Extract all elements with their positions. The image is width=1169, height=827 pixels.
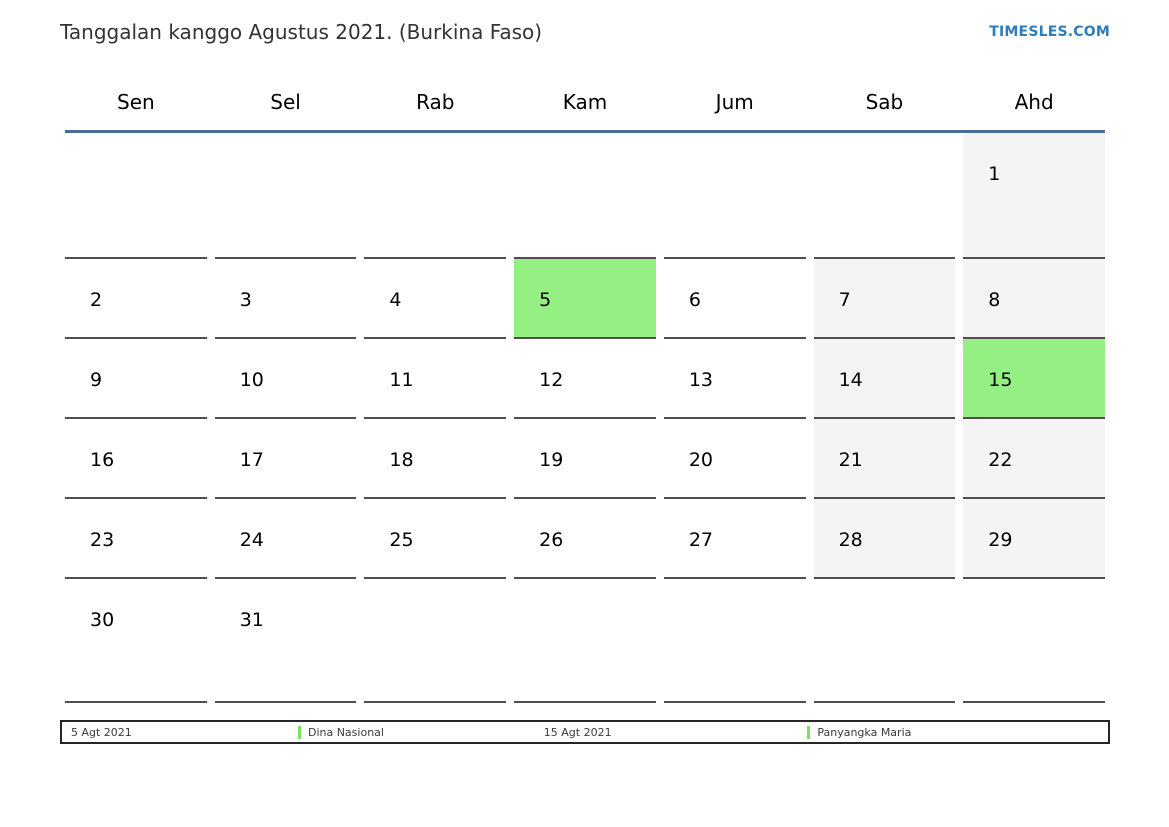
legend-bar-box: 5 Agt 2021 Dina Nasional 15 Agt 2021 Pan… (60, 720, 1110, 744)
calendar-week-row: 23 24 25 26 27 28 29 (65, 499, 1105, 579)
day-cell-15: 15 (963, 339, 1105, 419)
day-cell-19: 19 (514, 419, 656, 499)
empty-cell (963, 579, 1105, 703)
day-cell-23: 23 (65, 499, 207, 579)
empty-cell (364, 133, 507, 259)
calendar-week-row: 30 31 (65, 579, 1105, 703)
day-cell-7: 7 (813, 259, 956, 339)
holiday-marker-icon (807, 725, 811, 739)
day-cell-11: 11 (364, 339, 507, 419)
day-cell-8: 8 (963, 259, 1105, 339)
empty-cell (813, 133, 956, 259)
legend-date-1: 5 Agt 2021 (62, 726, 289, 739)
weekday-label-ahd: Ahd (1014, 90, 1054, 114)
day-cell-5: 5 (514, 259, 656, 339)
calendar: Sen Sel Rab Kam Jum Sab Ahd 1 2 3 4 5 6 7 8 9 10 1… (65, 44, 1105, 703)
weekday-label-rab: Rab (416, 90, 455, 114)
day-cell-27: 27 (663, 499, 806, 579)
calendar-week-row: 1 (65, 133, 1105, 259)
weekday-label-sab: Sab (865, 90, 904, 114)
day-cell-18: 18 (364, 419, 507, 499)
day-cell-13: 13 (663, 339, 806, 419)
weekday-label-sel: Sel (270, 90, 301, 114)
day-cell-14: 14 (813, 339, 956, 419)
legend-date-2: 15 Agt 2021 (535, 726, 799, 739)
day-cell-25: 25 (364, 499, 507, 579)
empty-cell (663, 133, 806, 259)
timesles-site-link[interactable]: TIMESLES.COM (989, 24, 1110, 40)
day-cell-30: 30 (65, 579, 207, 703)
day-cell-6: 6 (663, 259, 806, 339)
legend-date-text: 15 Agt 2021 (543, 725, 612, 739)
day-cell-2: 2 (65, 259, 207, 339)
calendar-week-row: 16 17 18 19 20 21 22 (65, 419, 1105, 499)
empty-cell (514, 579, 656, 703)
day-cell-12: 12 (514, 339, 656, 419)
legend-holiday-2: Panyangka Maria (798, 725, 1108, 739)
legend-holiday-1: Dina Nasional (289, 725, 535, 739)
empty-cell (514, 133, 656, 259)
day-cell-16: 16 (65, 419, 207, 499)
holiday-marker-icon (297, 725, 301, 739)
day-cell-28: 28 (813, 499, 956, 579)
day-cell-9: 9 (65, 339, 207, 419)
calendar-week-row: 9 10 11 12 13 14 15 (65, 339, 1105, 419)
empty-cell (65, 133, 207, 259)
weekday-label-sen: Sen (117, 90, 155, 114)
empty-cell (214, 133, 357, 259)
empty-cell (663, 579, 806, 703)
day-cell-20: 20 (663, 419, 806, 499)
day-cell-1: 1 (963, 133, 1105, 259)
day-cell-21: 21 (813, 419, 956, 499)
day-cell-22: 22 (963, 419, 1105, 499)
empty-cell (364, 579, 507, 703)
empty-cell (813, 579, 956, 703)
legend-holiday-text: Dina Nasional (307, 725, 384, 739)
legend-date-text: 5 Agt 2021 (71, 725, 132, 739)
weekday-header-row: Sen Sel Rab Kam Jum Sab Ahd (65, 44, 1105, 133)
day-cell-3: 3 (214, 259, 357, 339)
weekday-label-jum: Jum (715, 90, 754, 114)
weekday-label-kam: Kam (562, 90, 608, 114)
day-cell-10: 10 (214, 339, 357, 419)
day-cell-4: 4 (364, 259, 507, 339)
legend-holiday-text: Panyangka Maria (817, 725, 912, 739)
top-bar: Tanggalan kanggo Agustus 2021. (Burkina … (60, 20, 1110, 44)
page-title: Tanggalan kanggo Agustus 2021. (Burkina … (60, 20, 543, 44)
day-cell-31: 31 (214, 579, 357, 703)
day-cell-26: 26 (514, 499, 656, 579)
day-cell-29: 29 (963, 499, 1105, 579)
day-cell-24: 24 (214, 499, 357, 579)
calendar-grid: 1 2 3 4 5 6 7 8 9 10 11 12 13 14 15 16 17 18 19 20 21 22 23 24 2… (65, 133, 1105, 703)
day-cell-17: 17 (214, 419, 357, 499)
